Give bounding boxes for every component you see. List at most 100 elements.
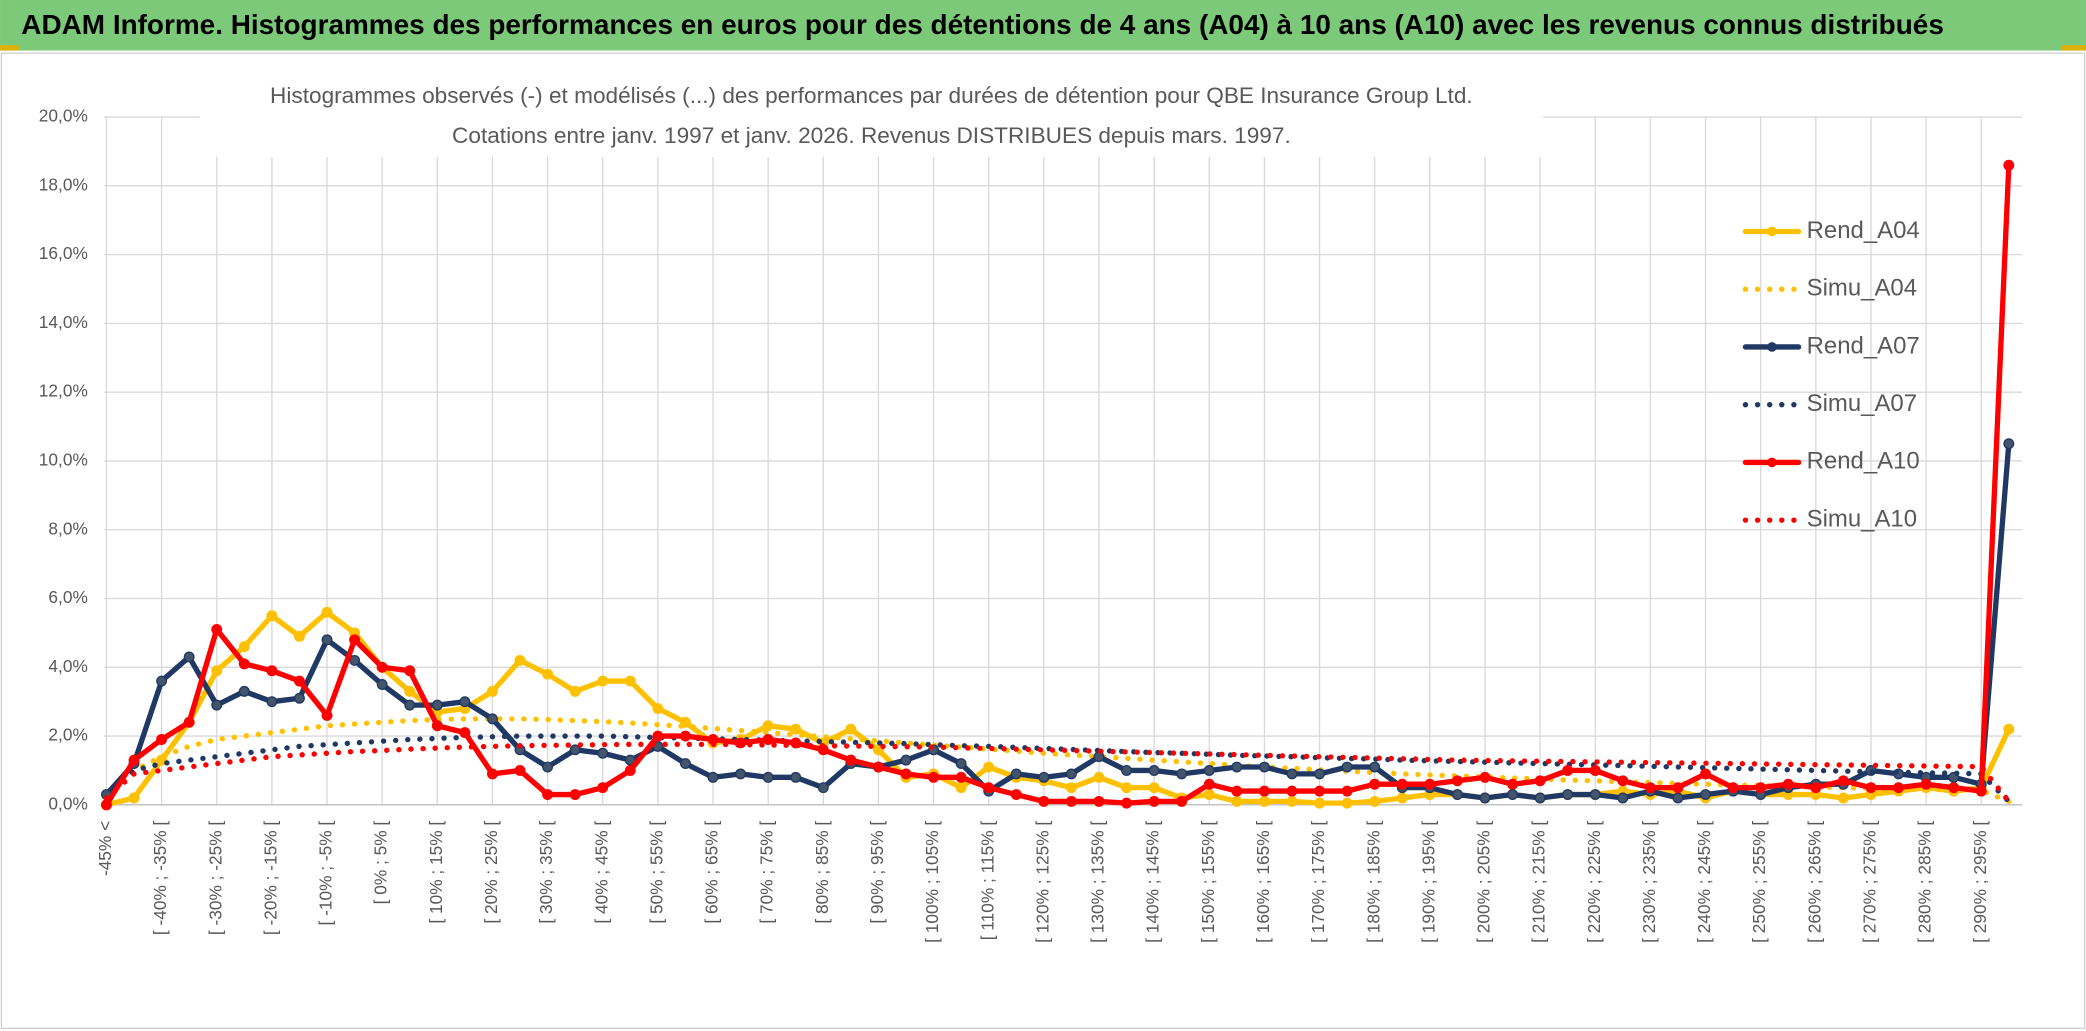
y-tick-label: 6,0% <box>48 587 87 607</box>
series-marker <box>266 696 278 708</box>
series-marker <box>1314 797 1326 809</box>
series-marker <box>2003 159 2015 171</box>
x-tick-label: [ 220% ; 225% [ <box>1584 821 1604 943</box>
series-marker <box>1341 797 1353 809</box>
series-marker <box>1148 795 1160 807</box>
series-marker <box>1258 785 1270 797</box>
series-marker <box>1975 785 1987 797</box>
series-marker <box>293 675 305 687</box>
series-marker <box>817 782 829 794</box>
banner-corner <box>2062 45 2086 51</box>
series-line <box>103 441 2012 801</box>
series-marker <box>1148 782 1160 794</box>
series-marker <box>542 789 554 800</box>
series-marker <box>1176 795 1188 807</box>
series-marker <box>762 720 774 732</box>
series-marker <box>1451 789 1463 800</box>
legend-label: Rend_A04 <box>1807 217 1920 244</box>
x-tick-label: [ 200% ; 205% [ <box>1474 821 1494 943</box>
x-tick-label: [ 290% ; 295% [ <box>1970 821 1990 943</box>
y-tick-label: 14,0% <box>39 312 88 332</box>
series-marker <box>266 665 278 677</box>
plot: 0,0% 2,0% 4,0% 6,0% 8,0% 10,0% 12,0% 14,0% 16,0%… <box>39 106 2023 943</box>
x-tick-label: -45% < <box>95 821 115 876</box>
series-marker <box>1837 792 1849 804</box>
series-marker <box>542 668 554 680</box>
x-tick-label: [ 10% ; 15% [ <box>426 821 446 924</box>
banner-title: ADAM Informe. Histogrammes des performan… <box>21 9 1944 40</box>
y-tick-label: 12,0% <box>39 381 88 401</box>
series-marker <box>1065 782 1077 794</box>
series-marker <box>156 675 168 687</box>
y-tick-label: 16,0% <box>39 243 88 263</box>
x-tick-label: [ 260% ; 265% [ <box>1804 821 1824 943</box>
x-tick-label: [ 190% ; 195% [ <box>1418 821 1438 943</box>
series-marker <box>1893 782 1904 794</box>
series-marker <box>431 699 443 711</box>
legend-marker <box>1767 342 1777 352</box>
series-marker <box>1286 795 1298 807</box>
series-marker <box>1672 792 1684 804</box>
series-marker <box>1562 765 1574 776</box>
series-marker <box>2003 723 2015 735</box>
x-tick-label: [ 50% ; 55% [ <box>646 821 666 924</box>
x-tick-label: [ 140% ; 145% [ <box>1143 821 1163 943</box>
series-marker <box>1589 789 1601 800</box>
x-tick-label: [ 210% ; 215% [ <box>1529 821 1549 943</box>
series-marker <box>211 699 223 711</box>
series-line <box>103 162 2012 808</box>
series-marker <box>1369 778 1381 790</box>
series-marker <box>1755 782 1767 794</box>
series-marker <box>321 606 333 618</box>
series-marker <box>1534 775 1546 787</box>
series-marker <box>597 747 609 759</box>
series-marker <box>1562 789 1574 800</box>
legend-label: Simu_A04 <box>1807 275 1917 302</box>
x-tick-label: [ 120% ; 125% [ <box>1032 821 1052 943</box>
series-marker <box>597 675 609 687</box>
legend-label: Simu_A10 <box>1807 505 1917 532</box>
series-marker <box>1314 785 1326 797</box>
series-marker <box>100 799 112 811</box>
series-marker <box>955 782 967 794</box>
series-marker <box>486 768 498 780</box>
series-marker <box>1507 778 1519 790</box>
series-marker <box>928 771 940 783</box>
series-marker <box>514 654 526 666</box>
series-marker <box>1314 768 1326 780</box>
series-marker <box>1810 782 1822 794</box>
series-marker <box>1093 771 1105 783</box>
series-marker <box>872 761 884 773</box>
series-marker <box>1534 792 1546 804</box>
series-layer: Rend_A04 Simu_A04 Rend_A07 Simu_A07 Rend_A10… <box>100 159 2015 811</box>
x-tick-label: [ 70% ; 75% [ <box>757 821 777 924</box>
x-tick-label: [ 40% ; 45% [ <box>591 821 611 924</box>
series-marker <box>1396 792 1408 804</box>
series-marker <box>1424 778 1436 790</box>
x-tick-label: [ 90% ; 95% [ <box>867 821 887 924</box>
series-marker <box>1341 785 1353 797</box>
series-marker <box>238 641 250 653</box>
y-tick-label: 2,0% <box>48 725 87 745</box>
series-marker <box>1369 761 1381 773</box>
series-marker <box>652 730 664 742</box>
series-marker <box>486 713 498 725</box>
series-marker <box>156 734 168 745</box>
series-marker <box>762 734 774 745</box>
chart-subtitle: Cotations entre janv. 1997 et janv. 2026… <box>452 123 1291 148</box>
series-marker <box>376 661 388 673</box>
series-marker <box>1038 795 1050 807</box>
x-tick-label: [ 170% ; 175% [ <box>1308 821 1328 943</box>
series-marker <box>1782 778 1794 790</box>
series-marker <box>1121 797 1133 809</box>
y-tick-label: 10,0% <box>39 450 88 470</box>
series-marker <box>1203 778 1215 790</box>
series-marker <box>211 624 223 635</box>
y-tick-label: 18,0% <box>39 174 88 194</box>
series-marker <box>1065 795 1077 807</box>
x-tick-label: [ 160% ; 165% [ <box>1253 821 1273 943</box>
x-tick-label: [ -10% ; -5% [ <box>316 821 336 926</box>
chart-title: Histogrammes observés (-) et modélisés (… <box>270 83 1473 108</box>
